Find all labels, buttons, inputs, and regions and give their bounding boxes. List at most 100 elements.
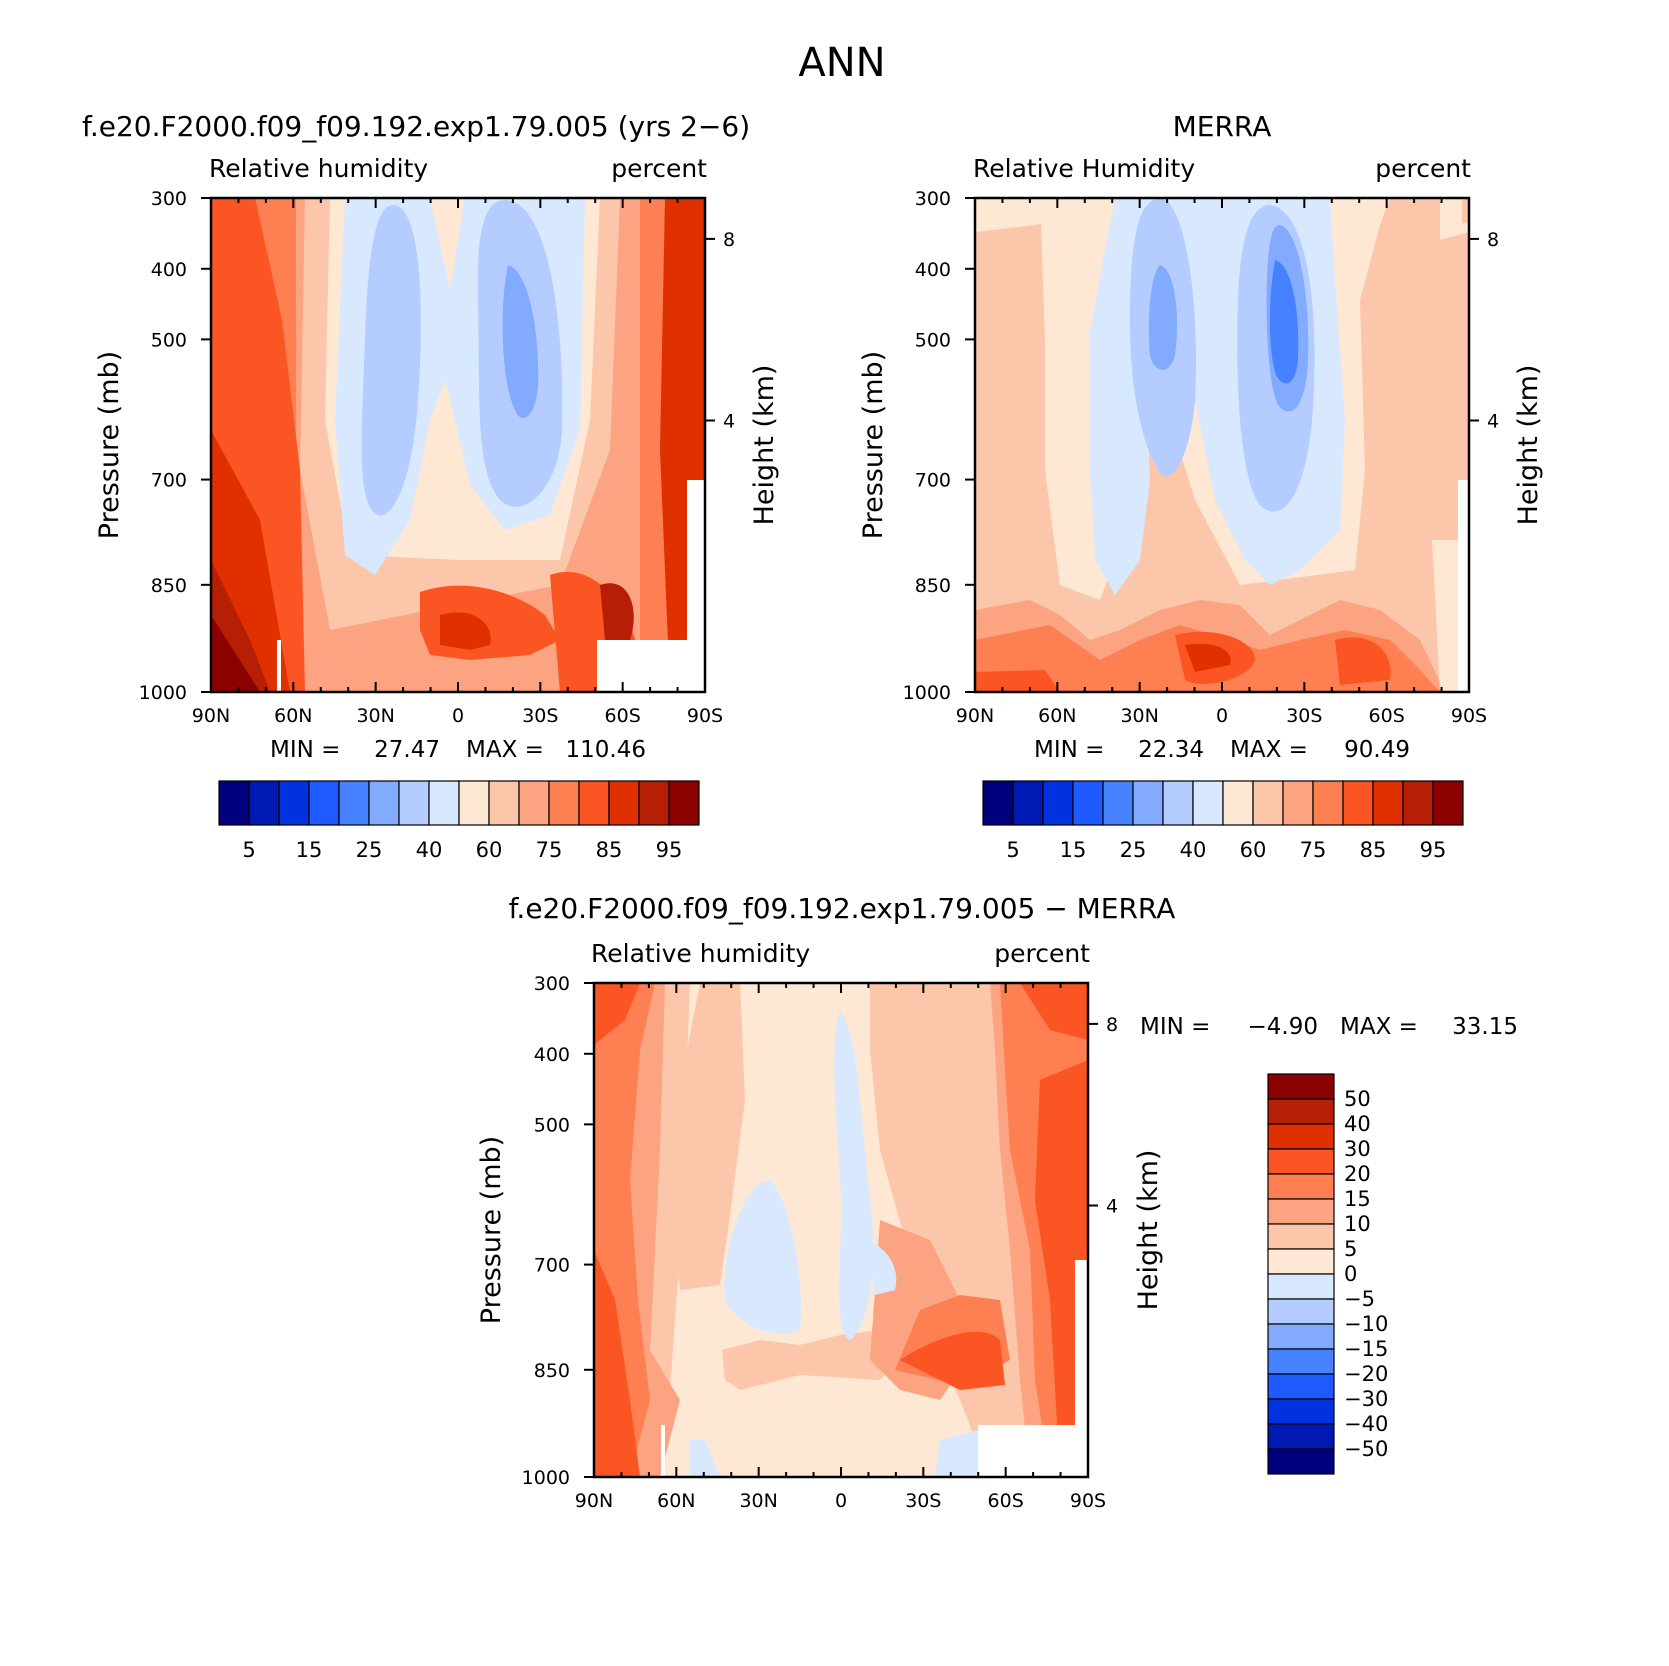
x-tick-label: 30N: [356, 705, 394, 727]
x-tick-label: 90S: [1070, 1490, 1106, 1512]
colorbar-label: 75: [536, 838, 563, 862]
colorbar-box: [548, 780, 580, 826]
panel-model-title: f.e20.F2000.f09_f09.192.exp1.79.005 (yrs…: [82, 110, 750, 143]
colorbar-box: [1267, 1248, 1335, 1275]
colorbar-box: [1372, 780, 1404, 826]
colorbar-box: [1072, 780, 1104, 826]
panel-merra-left-label: Relative Humidity: [973, 154, 1195, 183]
panel-model-left-label: Relative humidity: [209, 154, 428, 183]
x-tick-label: 60S: [1369, 705, 1405, 727]
y-tick-label: 850: [151, 575, 187, 597]
panel-merra-y2label: Height (km): [1513, 365, 1544, 526]
colorbar-box: [1267, 1398, 1335, 1425]
colorbar-label: 20: [1344, 1162, 1371, 1186]
panel-merra-contours: [975, 198, 1469, 692]
colorbar-box: [338, 780, 370, 826]
panel-diff-left-label: Relative humidity: [591, 939, 810, 968]
x-tick-label: 60S: [605, 705, 641, 727]
colorbar-label: 30: [1344, 1137, 1371, 1161]
y2-tick-label: 8: [1487, 229, 1499, 251]
colorbar-box: [1252, 780, 1284, 826]
colorbar-box: [1267, 1073, 1335, 1100]
colorbar-box: [1042, 780, 1074, 826]
colorbar-label: 85: [1360, 838, 1387, 862]
y-tick-label: 500: [915, 329, 951, 351]
colorbar-label: 40: [416, 838, 443, 862]
panel-diff-axes: 90N 60N 30N 0 30S 60S 90S 300 400 500 700 850 1000 8 4: [522, 973, 1118, 1512]
colorbar-box: [1132, 780, 1164, 826]
colorbar-label: 5: [242, 838, 255, 862]
colorbar-box: [398, 780, 430, 826]
panel-model-y2label: Height (km): [749, 365, 780, 526]
colorbar-box: [982, 780, 1014, 826]
panel-merra-axes: 90N 60N 30N 0 30S 60S 90S 300 400 500 700 850 1000 8 4: [903, 188, 1499, 727]
panel-model-min-label: MIN =: [270, 737, 340, 763]
colorbar-box: [1267, 1123, 1335, 1150]
colorbar-box: [1282, 780, 1314, 826]
colorbar-label: 15: [1060, 838, 1087, 862]
panel-model-max-label: MAX =: [466, 737, 544, 763]
colorbar-box: [1342, 780, 1374, 826]
colorbar-label: 60: [476, 838, 503, 862]
colorbar-label: 25: [356, 838, 383, 862]
colorbar-label: −10: [1344, 1312, 1388, 1336]
y2-tick-label: 4: [723, 410, 735, 432]
y-tick-label: 850: [915, 575, 951, 597]
colorbar-label: 50: [1344, 1087, 1371, 1111]
y-tick-label: 300: [915, 188, 951, 210]
y-tick-label: 1000: [139, 682, 187, 704]
colorbar-box: [1267, 1173, 1335, 1200]
x-tick-label: 60N: [1038, 705, 1076, 727]
page-title: ANN: [798, 40, 885, 86]
y-tick-label: 500: [151, 329, 187, 351]
panel-merra-title: MERRA: [1173, 110, 1272, 143]
colorbar-label: 95: [1420, 838, 1447, 862]
colorbar-box: [308, 780, 340, 826]
panel-model-axes: 90N 60N 30N 0 30S 60S 90S 300 400 500 700 850 1000 8 4: [139, 188, 735, 727]
panel-model-max-value: 110.46: [566, 737, 646, 763]
colorbar-box: [1267, 1298, 1335, 1325]
panel-diff-ylabel: Pressure (mb): [476, 1136, 507, 1324]
colorbar-box: [1402, 780, 1434, 826]
colorbar-box: [1222, 780, 1254, 826]
y-tick-label: 850: [534, 1360, 570, 1382]
colorbar-box: [518, 780, 550, 826]
colorbar-box: [578, 780, 610, 826]
colorbar-label: 0: [1344, 1262, 1357, 1286]
colorbar-box: [368, 780, 400, 826]
panel-diff-min-label: MIN =: [1140, 1014, 1210, 1040]
x-tick-label: 90S: [1451, 705, 1487, 727]
colorbar-label: 15: [1344, 1187, 1371, 1211]
y-tick-label: 400: [151, 259, 187, 281]
x-tick-label: 30S: [1286, 705, 1322, 727]
panel-model: f.e20.F2000.f09_f09.192.exp1.79.005 (yrs…: [82, 110, 780, 862]
colorbar-box: [248, 780, 280, 826]
x-tick-label: 60N: [274, 705, 312, 727]
colorbar-box: [1267, 1373, 1335, 1400]
panel-merra-min-label: MIN =: [1034, 737, 1104, 763]
colorbar-box: [218, 780, 250, 826]
colorbar-label: 5: [1006, 838, 1019, 862]
colorbar-box: [668, 780, 700, 826]
panel-model-right-label: percent: [611, 154, 707, 183]
panel-merra-ylabel: Pressure (mb): [858, 351, 889, 539]
colorbar-label: 75: [1300, 838, 1327, 862]
panel-diff-title: f.e20.F2000.f09_f09.192.exp1.79.005 − ME…: [509, 892, 1176, 925]
panel-model-ylabel: Pressure (mb): [94, 351, 125, 539]
y-tick-label: 300: [534, 973, 570, 995]
panel-diff-max-label: MAX =: [1340, 1014, 1418, 1040]
x-tick-label: 60S: [988, 1490, 1024, 1512]
colorbar-box: [1102, 780, 1134, 826]
colorbar-box: [1312, 780, 1344, 826]
x-tick-label: 90N: [575, 1490, 613, 1512]
colorbar-box: [1267, 1198, 1335, 1225]
panel-diff: f.e20.F2000.f09_f09.192.exp1.79.005 − ME…: [476, 892, 1518, 1512]
panel-merra-right-label: percent: [1375, 154, 1471, 183]
colorbar-label: 85: [596, 838, 623, 862]
colorbar-label: −50: [1344, 1437, 1388, 1461]
colorbar-label: 60: [1240, 838, 1267, 862]
colorbar-box: [458, 780, 490, 826]
panel-model-min-value: 27.47: [374, 737, 440, 763]
panel-diff-max-value: 33.15: [1452, 1014, 1518, 1040]
